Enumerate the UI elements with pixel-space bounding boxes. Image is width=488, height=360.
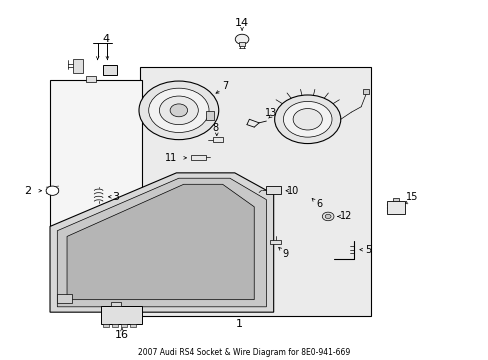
Circle shape (148, 88, 208, 132)
Bar (121, 324, 126, 327)
Bar (386, 202, 405, 214)
Bar (103, 64, 117, 75)
Text: 7: 7 (222, 81, 228, 91)
Text: 10: 10 (286, 186, 299, 196)
Bar (212, 138, 222, 143)
Bar (129, 324, 135, 327)
Bar (140, 67, 370, 316)
Bar (205, 111, 214, 120)
Circle shape (292, 109, 322, 130)
Bar (101, 306, 142, 324)
Bar (73, 59, 83, 73)
Text: 4: 4 (102, 34, 109, 44)
Bar (362, 89, 369, 94)
Circle shape (139, 81, 218, 140)
Text: 2007 Audi RS4 Socket & Wire Diagram for 8E0-941-669: 2007 Audi RS4 Socket & Wire Diagram for … (138, 348, 350, 357)
Circle shape (283, 102, 331, 137)
Text: 16: 16 (115, 330, 129, 341)
Circle shape (46, 186, 59, 195)
Bar (191, 155, 205, 160)
Text: 1: 1 (236, 319, 243, 329)
Text: 8: 8 (212, 123, 218, 133)
Circle shape (159, 96, 198, 125)
Text: 6: 6 (316, 199, 322, 209)
Text: 3: 3 (112, 192, 119, 202)
Text: 9: 9 (282, 249, 288, 259)
Bar (112, 324, 118, 327)
Bar (50, 80, 142, 226)
Bar (103, 324, 109, 327)
Text: 11: 11 (165, 153, 177, 163)
Text: 12: 12 (340, 211, 352, 221)
Circle shape (170, 104, 187, 117)
Text: 14: 14 (235, 18, 248, 28)
Bar (111, 302, 120, 306)
Bar (266, 186, 281, 194)
Text: 5: 5 (365, 245, 371, 255)
Text: 13: 13 (264, 108, 277, 118)
Circle shape (322, 212, 333, 221)
Bar (86, 76, 96, 82)
Bar (270, 240, 281, 244)
Polygon shape (57, 178, 266, 307)
Circle shape (274, 95, 340, 144)
Polygon shape (50, 173, 273, 312)
Text: 2: 2 (24, 186, 32, 196)
Bar (238, 42, 245, 46)
Text: 15: 15 (405, 192, 418, 202)
Circle shape (325, 214, 330, 219)
Circle shape (235, 34, 248, 44)
Bar (392, 198, 398, 202)
Bar (57, 294, 72, 303)
Polygon shape (67, 184, 254, 300)
